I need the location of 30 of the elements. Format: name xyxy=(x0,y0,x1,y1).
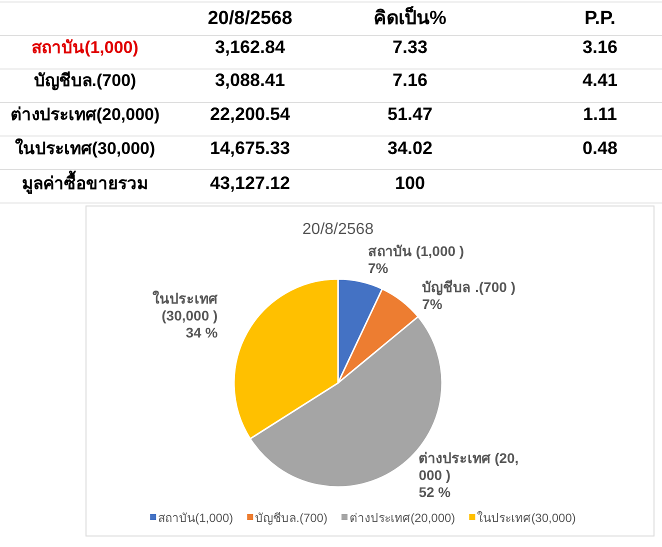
text: 51.47 xyxy=(387,104,433,124)
text: 7.16 xyxy=(392,70,428,90)
text: 43,127.12 xyxy=(210,173,290,193)
text: 3,162.84 xyxy=(214,37,286,57)
text: 3,088.41 xyxy=(214,70,286,90)
text: 14,675.33 xyxy=(210,138,290,158)
text: 1.11 xyxy=(582,104,618,124)
text: 0.48 xyxy=(582,138,618,158)
category-label: สถาบัน(1,000) xyxy=(32,38,138,57)
category-label: คิดเป็น% xyxy=(374,5,447,29)
text: 7.33 xyxy=(392,37,428,57)
data-label: ในประเทศ (30,000 ) 34 % xyxy=(152,289,219,340)
text: 3.16 xyxy=(582,37,618,57)
legend-label: ต่างประเทศ(20,000) xyxy=(349,511,456,525)
category-label: ต่างประเทศ(20,000) xyxy=(10,105,160,124)
data-label: บัญชีบล .(700 ) 7% xyxy=(422,279,516,312)
text: 22,200.54 xyxy=(210,104,290,124)
category-label: 20/8/2568 xyxy=(208,8,292,29)
data-label: ต่างประเทศ (20, 000 ) 52 % xyxy=(418,450,519,500)
chart-title: 20/8/2568 xyxy=(302,221,374,238)
text: 100 xyxy=(394,173,426,193)
category-label: P.P. xyxy=(584,8,616,29)
legend-label: ในประเทศ(30,000) xyxy=(477,511,576,525)
data-label: สถาบัน (1,000 ) 7% xyxy=(368,243,464,276)
legend-label: บัญชีบล.(700) xyxy=(255,511,328,525)
text: 4.41 xyxy=(582,70,618,90)
text: 34.02 xyxy=(387,138,433,158)
category-label: บัญชีบล.(700) xyxy=(34,71,136,90)
category-label: ในประเทศ(30,000) xyxy=(14,139,156,158)
legend-label: สถาบัน(1,000) xyxy=(158,511,234,525)
